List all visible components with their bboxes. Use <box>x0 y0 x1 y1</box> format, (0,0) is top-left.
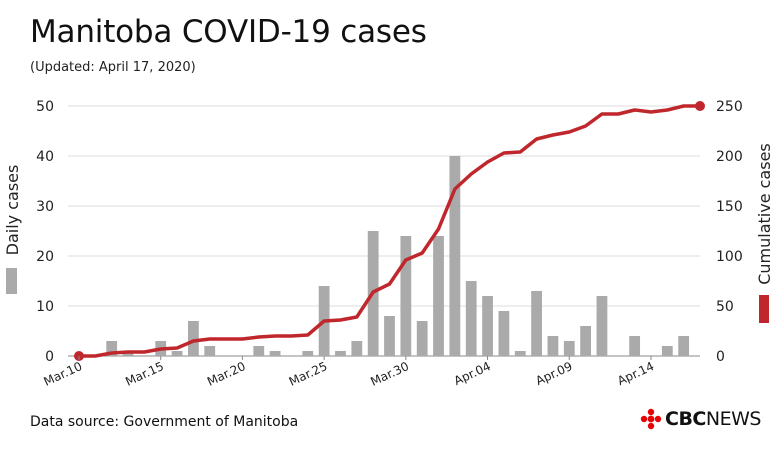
bar <box>335 351 346 356</box>
x-tick-label: Apr.09 <box>533 359 574 388</box>
bar <box>400 236 412 356</box>
data-source: Data source: Government of Manitoba <box>30 414 299 430</box>
y2-tick-label: 0 <box>716 349 725 365</box>
y2-tick-label: 50 <box>716 299 734 315</box>
bar <box>596 296 608 356</box>
legend-swatch-cumulative <box>759 295 769 323</box>
bar <box>188 321 199 356</box>
chart-subtitle: (Updated: April 17, 2020) <box>30 60 196 75</box>
chart-title: Manitoba COVID-19 cases <box>30 14 427 50</box>
legend-swatch-daily <box>6 268 17 294</box>
cbc-gem-icon <box>640 408 662 430</box>
gridlines <box>68 105 700 357</box>
x-tick-label: Mar.30 <box>368 359 411 389</box>
bar <box>514 351 526 356</box>
x-tick-label: Apr.04 <box>452 359 493 388</box>
y2-tick-label: 200 <box>716 149 743 165</box>
bar <box>465 281 477 356</box>
bar <box>629 336 641 356</box>
bar <box>580 326 591 356</box>
bar <box>482 296 493 356</box>
left-axis-title: Daily cases <box>3 165 22 256</box>
cumulative-line <box>77 104 702 358</box>
right-axis-title: Cumulative cases <box>755 143 774 285</box>
y-tick-label: 50 <box>36 99 54 115</box>
x-tick-label: Mar.25 <box>287 359 330 389</box>
x-tick-label: Mar.15 <box>123 359 166 389</box>
bar <box>269 351 281 356</box>
bar <box>433 236 444 356</box>
y2-tick-label: 150 <box>716 199 743 215</box>
bar <box>449 156 461 356</box>
y-tick-label: 10 <box>36 299 54 315</box>
y2-tick-label: 250 <box>716 99 743 115</box>
bar <box>204 346 216 356</box>
bar <box>171 351 183 356</box>
x-tick-label: Apr.14 <box>615 359 656 388</box>
bar <box>531 291 542 356</box>
right-axis-ticks: 0 50 100 150 200 250 <box>716 99 743 365</box>
bar <box>351 341 363 356</box>
bar <box>302 351 314 356</box>
cbc-news-logo: CBC NEWS <box>640 408 761 430</box>
bar <box>498 311 510 356</box>
bar <box>661 346 673 356</box>
line-end-point <box>695 101 705 111</box>
bar <box>384 316 395 356</box>
x-tick-label: Mar.20 <box>205 359 248 389</box>
y2-tick-label: 100 <box>716 249 743 265</box>
bar <box>563 341 575 356</box>
bar <box>678 336 690 356</box>
logo-cbc-text: CBC <box>665 408 706 430</box>
y-tick-label: 20 <box>36 249 54 265</box>
left-axis-ticks: 0 10 20 30 40 50 <box>36 99 54 365</box>
y-tick-label: 0 <box>45 349 54 365</box>
y-tick-label: 30 <box>36 199 54 215</box>
x-axis-ticks: Mar.10 Mar.15 Mar.20 Mar.25 Mar.30 Apr.04 Apr.… <box>42 356 656 389</box>
bar <box>547 336 559 356</box>
y-tick-label: 40 <box>36 149 54 165</box>
bar <box>106 341 118 356</box>
bar <box>253 346 265 356</box>
logo-news-text: NEWS <box>705 408 762 430</box>
bar <box>416 321 428 356</box>
axis-legends: Daily cases Cumulative cases <box>3 143 774 323</box>
